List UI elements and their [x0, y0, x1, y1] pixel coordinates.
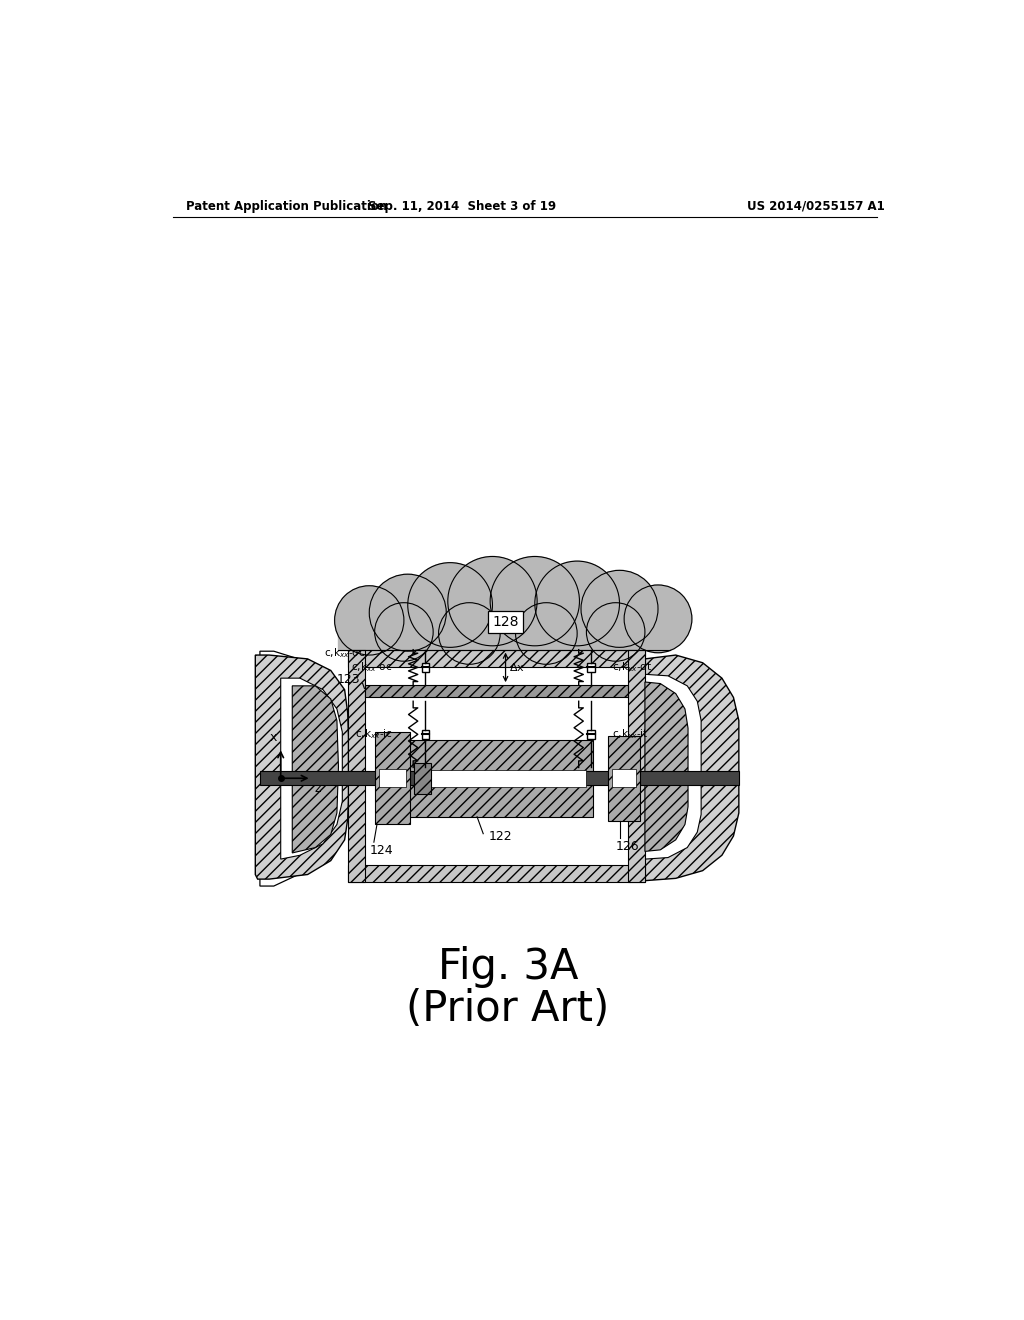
Circle shape: [490, 557, 580, 645]
Bar: [611, 770, 637, 788]
Circle shape: [447, 557, 538, 645]
Circle shape: [375, 603, 433, 661]
Text: 124: 124: [370, 843, 393, 857]
Polygon shape: [645, 682, 688, 851]
Circle shape: [515, 603, 578, 664]
Bar: [379, 770, 407, 788]
Bar: [587, 730, 595, 739]
Text: 122: 122: [488, 829, 512, 842]
Text: (Prior Art): (Prior Art): [407, 989, 609, 1030]
Bar: [587, 663, 595, 672]
Bar: [366, 667, 628, 866]
Text: 128: 128: [493, 615, 519, 628]
Bar: [408, 739, 593, 817]
Bar: [339, 611, 670, 649]
Circle shape: [438, 603, 500, 664]
Text: Patent Application Publication: Patent Application Publication: [186, 199, 387, 213]
Text: z: z: [314, 781, 322, 795]
Text: 123: 123: [337, 673, 360, 686]
Circle shape: [587, 603, 645, 661]
Text: x: x: [269, 731, 276, 744]
Bar: [260, 771, 739, 785]
Circle shape: [408, 562, 493, 647]
Bar: [422, 663, 429, 672]
Bar: [348, 649, 645, 667]
Circle shape: [535, 561, 620, 645]
Text: c,k$_{xx}$-oc: c,k$_{xx}$-oc: [325, 647, 366, 660]
Polygon shape: [645, 655, 739, 880]
Bar: [422, 730, 429, 739]
Polygon shape: [292, 686, 339, 853]
Bar: [348, 866, 645, 882]
Bar: [376, 733, 410, 825]
Bar: [414, 770, 587, 787]
Circle shape: [370, 574, 446, 651]
Text: c,k$_{xx}$-ic: c,k$_{xx}$-ic: [354, 727, 392, 742]
Circle shape: [581, 570, 658, 647]
Polygon shape: [260, 651, 345, 886]
Text: 126: 126: [615, 840, 639, 853]
Circle shape: [335, 586, 403, 655]
Bar: [366, 685, 628, 697]
Bar: [628, 649, 645, 882]
Bar: [414, 763, 431, 793]
Text: c,k$_{xx}$-ot: c,k$_{xx}$-ot: [611, 660, 652, 673]
Text: c,k$_{xx}$-oc: c,k$_{xx}$-oc: [351, 660, 392, 673]
Text: $\Delta$x: $\Delta$x: [509, 661, 525, 673]
Polygon shape: [255, 655, 348, 879]
Polygon shape: [645, 675, 701, 859]
Bar: [348, 649, 366, 882]
Circle shape: [625, 585, 692, 653]
Text: Sep. 11, 2014  Sheet 3 of 19: Sep. 11, 2014 Sheet 3 of 19: [368, 199, 556, 213]
Text: Fig. 3A: Fig. 3A: [437, 946, 579, 987]
Polygon shape: [281, 678, 342, 859]
Text: US 2014/0255157 A1: US 2014/0255157 A1: [746, 199, 885, 213]
Bar: [608, 737, 640, 821]
Text: c,k$_{xx}$-it: c,k$_{xx}$-it: [611, 727, 648, 742]
